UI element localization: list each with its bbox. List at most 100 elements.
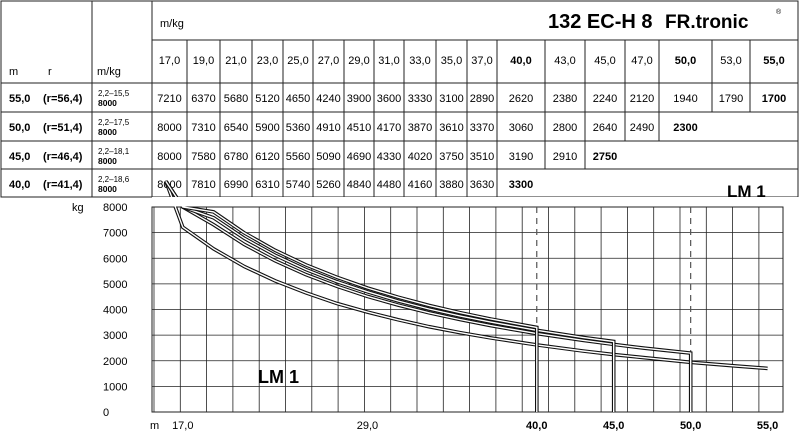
- y-tick-label: 8000: [103, 202, 127, 214]
- load-value-cell: 4240: [316, 93, 340, 105]
- load-value-cell: 4510: [347, 122, 371, 134]
- load-value-cell: 5560: [286, 151, 310, 163]
- load-value-cell: 6990: [224, 179, 248, 191]
- row-range: 2,2–17,5: [98, 118, 130, 127]
- x-tick-label: 29,0: [357, 420, 378, 432]
- series-line-40-0: [164, 180, 539, 412]
- load-value-cell: 6540: [224, 122, 248, 134]
- row-jib-radius: (r=56,4): [43, 93, 83, 105]
- radius-header-cell: 43,0: [554, 55, 575, 67]
- radius-header-cell: 40,0: [510, 55, 531, 67]
- row-range: 2,2–18,6: [98, 175, 130, 184]
- row-max-load: 8000: [98, 98, 117, 108]
- load-value-cell: 2890: [470, 93, 494, 105]
- load-value-cell: 4910: [316, 122, 340, 134]
- radius-header-cell: 55,0: [763, 55, 784, 67]
- load-value-cell: 2640: [593, 122, 617, 134]
- y-tick-label: 5000: [103, 279, 127, 291]
- load-value-cell: 3610: [439, 122, 463, 134]
- radius-header-cell: 37,0: [471, 55, 492, 67]
- radius-header-cell: 25,0: [287, 55, 308, 67]
- load-value-cell: 2910: [553, 151, 577, 163]
- load-value-cell: 5260: [316, 179, 340, 191]
- radius-header-cell: 35,0: [441, 55, 462, 67]
- radius-header-cell: 23,0: [257, 55, 278, 67]
- load-value-cell: 3300: [509, 179, 533, 191]
- col-mkg-header: m/kg: [97, 66, 121, 78]
- load-value-cell: 2800: [553, 122, 577, 134]
- series-line-inner: [165, 181, 538, 412]
- x-tick-label: 17,0: [172, 420, 193, 432]
- y-tick-label: 0: [103, 407, 109, 419]
- registered-mark: ®: [776, 8, 782, 16]
- y-tick-label: 6000: [103, 253, 127, 265]
- radius-header-cell: 47,0: [631, 55, 652, 67]
- radius-header-cell: 29,0: [348, 55, 369, 67]
- row-jib-radius: (r=41,4): [43, 179, 83, 191]
- radius-header-cell: 27,0: [318, 55, 339, 67]
- row-jib-length: 40,0: [9, 179, 30, 191]
- radius-header-cell: 31,0: [378, 55, 399, 67]
- load-value-cell: 1940: [673, 93, 697, 105]
- row-max-load: 8000: [98, 156, 117, 166]
- y-axis-label: kg: [72, 202, 84, 214]
- load-value-cell: 4330: [377, 151, 401, 163]
- load-value-cell: 4160: [408, 179, 432, 191]
- load-value-cell: 2490: [630, 122, 654, 134]
- lm-table-label: LM 1: [727, 182, 766, 201]
- plot-top-mask: [152, 197, 799, 207]
- y-tick-label: 4000: [103, 305, 127, 317]
- x-tick-label: 40,0: [526, 420, 547, 432]
- row-range: 2,2–18,1: [98, 147, 130, 156]
- load-value-cell: 3880: [439, 179, 463, 191]
- load-value-cell: 2240: [593, 93, 617, 105]
- load-value-cell: 8000: [157, 122, 181, 134]
- series-line-inner: [165, 181, 615, 412]
- row-jib-length: 55,0: [9, 93, 30, 105]
- row-range: 2,2–15,5: [98, 89, 130, 98]
- load-value-cell: 5090: [316, 151, 340, 163]
- model-title: 132 EC-H 8: [548, 11, 653, 33]
- y-tick-label: 2000: [103, 356, 127, 368]
- load-value-cell: 5360: [286, 122, 310, 134]
- col-m-header: m: [9, 66, 18, 78]
- load-value-cell: 7210: [157, 93, 181, 105]
- load-value-cell: 6120: [255, 151, 279, 163]
- x-tick-label: 45,0: [603, 420, 624, 432]
- row-jib-radius: (r=46,4): [43, 151, 83, 163]
- load-value-cell: 3630: [470, 179, 494, 191]
- load-value-cell: 5120: [255, 93, 279, 105]
- row-jib-length: 45,0: [9, 151, 30, 163]
- load-value-cell: 6780: [224, 151, 248, 163]
- load-value-cell: 3060: [509, 122, 533, 134]
- load-value-cell: 7810: [191, 179, 215, 191]
- load-value-cell: 2750: [593, 151, 617, 163]
- load-value-cell: 2380: [553, 93, 577, 105]
- load-value-cell: 5900: [255, 122, 279, 134]
- load-value-cell: 2300: [673, 122, 697, 134]
- y-tick-label: 3000: [103, 330, 127, 342]
- x-axis-label: m: [150, 420, 159, 432]
- series-line-inner: [165, 181, 768, 370]
- load-value-cell: 6370: [191, 93, 215, 105]
- load-value-cell: 7580: [191, 151, 215, 163]
- radius-header-cell: 21,0: [225, 55, 246, 67]
- load-value-cell: 2120: [630, 93, 654, 105]
- x-tick-label: 50,0: [680, 420, 701, 432]
- load-value-cell: 7310: [191, 122, 215, 134]
- radius-header-cell: 45,0: [594, 55, 615, 67]
- load-value-cell: 3330: [408, 93, 432, 105]
- load-value-cell: 3100: [439, 93, 463, 105]
- plot-frame: [151, 206, 784, 413]
- row-jib-length: 50,0: [9, 122, 30, 134]
- load-value-cell: 3370: [470, 122, 494, 134]
- load-value-cell: 4840: [347, 179, 371, 191]
- load-value-cell: 8000: [157, 151, 181, 163]
- load-value-cell: 3900: [347, 93, 371, 105]
- load-value-cell: 3190: [509, 151, 533, 163]
- load-value-cell: 6310: [255, 179, 279, 191]
- y-tick-label: 7000: [103, 228, 127, 240]
- radius-header-cell: 33,0: [409, 55, 430, 67]
